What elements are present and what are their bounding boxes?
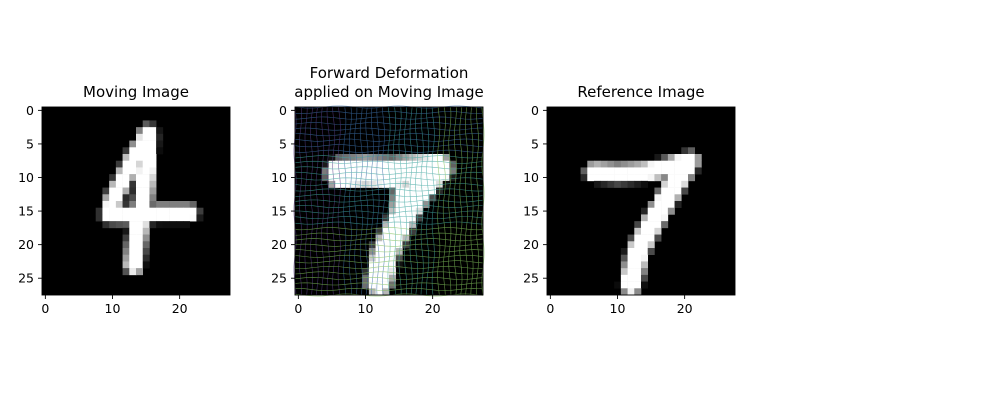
y-tick-label: 0 — [531, 103, 539, 118]
y-tick-label: 5 — [279, 136, 287, 151]
y-tick-label: 20 — [271, 237, 287, 252]
axes-frame — [546, 106, 736, 296]
x-tick-label: 10 — [358, 301, 374, 316]
digit-image — [580, 147, 702, 296]
y-tick-label: 15 — [271, 204, 287, 219]
x-tick-label: 20 — [677, 301, 693, 316]
x-tick-label: 20 — [172, 301, 188, 316]
y-tick-label: 5 — [26, 136, 34, 151]
x-tick-label: 10 — [610, 301, 626, 316]
y-tick-label: 5 — [531, 136, 539, 151]
y-tick-label: 10 — [523, 170, 539, 185]
y-tick-label: 0 — [279, 103, 287, 118]
y-tick-label: 20 — [523, 237, 539, 252]
subplot-title: Moving Image — [83, 83, 189, 101]
y-tick-label: 10 — [271, 170, 287, 185]
subplot-title: Forward Deformation — [310, 64, 469, 82]
x-tick-label: 20 — [425, 301, 441, 316]
y-tick-label: 10 — [18, 170, 34, 185]
y-tick-label: 25 — [523, 271, 539, 286]
axes-frame — [41, 106, 231, 296]
subplot-title: applied on Moving Image — [294, 83, 483, 101]
digit-image — [95, 120, 204, 276]
y-tick-label: 15 — [523, 204, 539, 219]
y-tick-label: 0 — [26, 103, 34, 118]
axes-frame — [294, 106, 484, 296]
y-tick-label: 25 — [271, 271, 287, 286]
subplot-1: Moving Image 0 10 20 0 5 10 15 20 25 — [18, 83, 231, 316]
x-tick-label: 0 — [546, 301, 554, 316]
x-tick-label: 0 — [41, 301, 49, 316]
x-tick-label: 10 — [105, 301, 121, 316]
subplot-title: Reference Image — [577, 83, 704, 101]
x-tick-label: 0 — [294, 301, 302, 316]
y-tick-label: 25 — [18, 271, 34, 286]
subplot-3: Reference Image 0 10 20 0 5 10 15 20 25 — [523, 83, 736, 316]
y-tick-label: 20 — [18, 237, 34, 252]
y-tick-label: 15 — [18, 204, 34, 219]
